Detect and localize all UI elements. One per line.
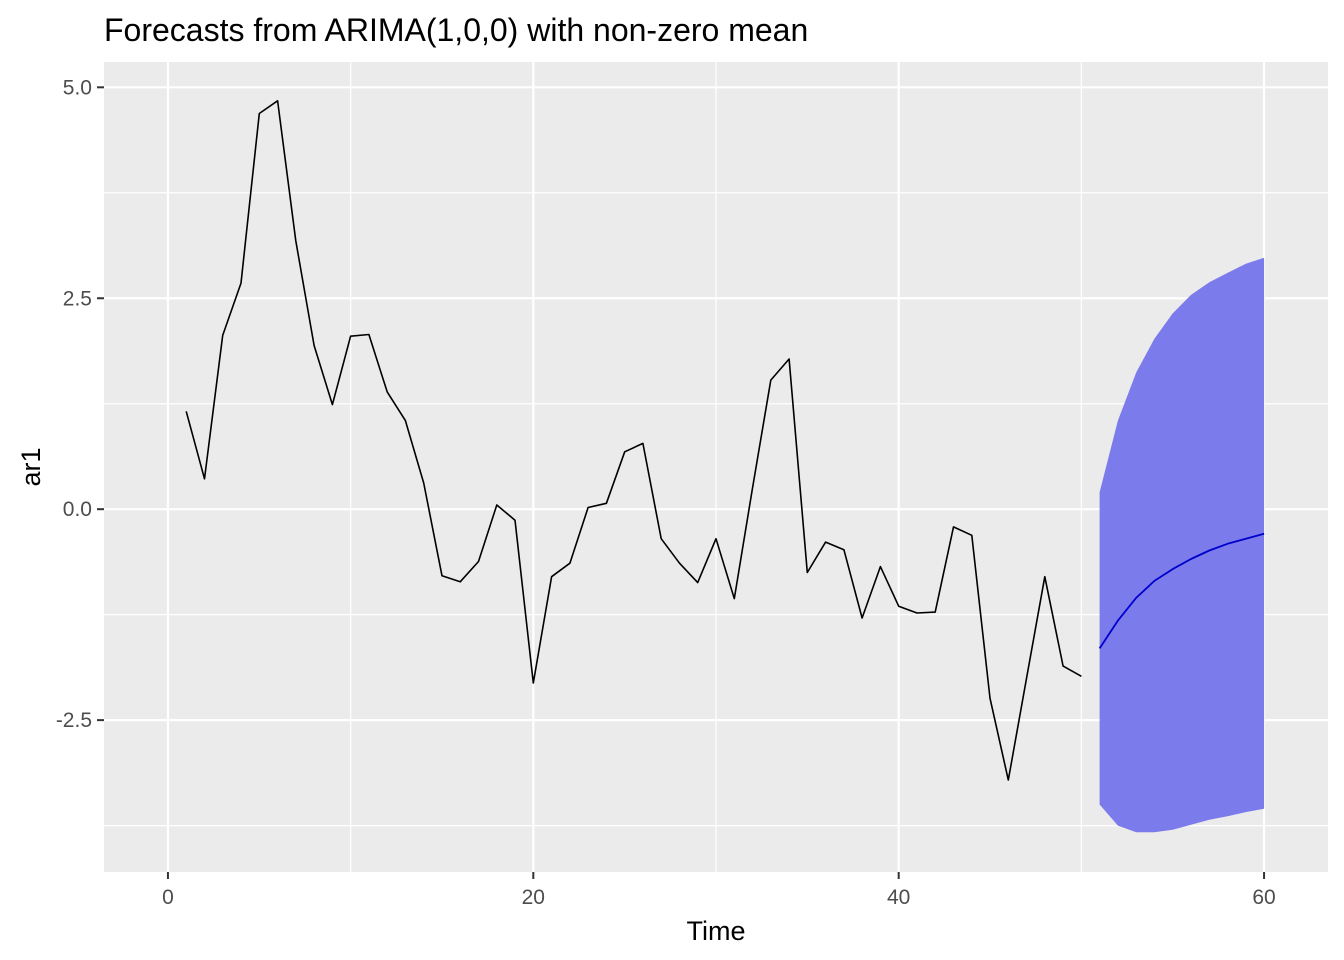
x-axis-ticks: 0 20 40 60 (162, 872, 1276, 909)
x-axis-title: Time (687, 916, 746, 946)
y-tick-label: 0.0 (63, 498, 92, 521)
observed-series (185, 100, 1082, 781)
x-tick-label: 20 (522, 886, 545, 909)
prediction-interval (1099, 257, 1265, 833)
y-axis-title: ar1 (16, 447, 46, 486)
y-axis-ticks: 5.0 2.5 0.0 -2.5 (56, 76, 104, 732)
y-tick-label: 5.0 (63, 76, 92, 99)
interval-band (1099, 257, 1265, 833)
x-tick-label: 60 (1252, 886, 1275, 909)
x-tick-label: 40 (887, 886, 910, 909)
y-tick-label: -2.5 (56, 709, 92, 732)
observed-line (185, 100, 1082, 781)
forecast-series (1098, 532, 1265, 649)
y-tick-label: 2.5 (63, 287, 92, 310)
x-tick-label: 0 (162, 886, 174, 909)
forecast-line (1098, 532, 1265, 649)
chart-title: Forecasts from ARIMA(1,0,0) with non-zer… (104, 12, 808, 48)
